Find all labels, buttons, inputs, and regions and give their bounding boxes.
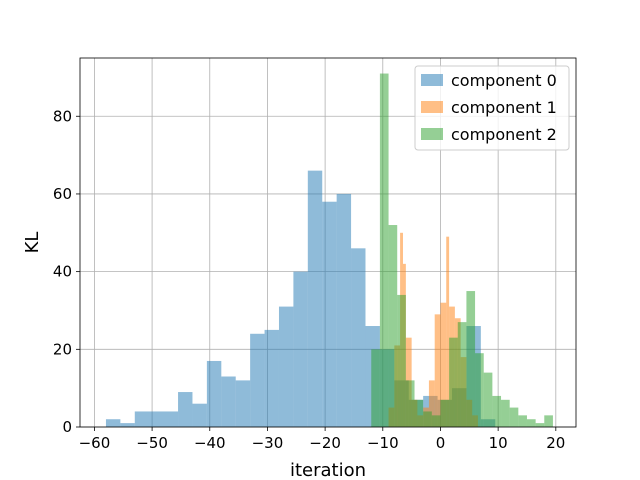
histogram-bar (509, 407, 519, 427)
series-2-bars (371, 73, 553, 428)
histogram-bar (440, 399, 450, 427)
histogram-bar (388, 225, 398, 427)
histogram-bar (221, 376, 236, 427)
legend-swatch (421, 128, 443, 140)
histogram-bar (446, 236, 450, 427)
legend-label: component 1 (451, 98, 557, 117)
y-tick-label: 40 (53, 263, 72, 281)
histogram-bar (526, 419, 536, 427)
histogram-bar (449, 337, 458, 427)
histogram-bar (278, 306, 294, 427)
histogram-bar (206, 360, 222, 427)
histogram-bar (192, 403, 207, 427)
y-tick-label: 60 (53, 185, 72, 203)
histogram-bar (405, 380, 415, 427)
legend-label: component 0 (451, 71, 557, 90)
histogram-bar (120, 423, 135, 427)
y-axis-label: KL (22, 232, 43, 254)
x-tick-label: 20 (546, 434, 565, 452)
x-axis-label: iteration (290, 460, 366, 480)
histogram-bar (235, 380, 251, 427)
x-tick-label: −60 (79, 434, 111, 452)
histogram-bar (105, 419, 121, 427)
histogram-bar (134, 411, 179, 427)
histogram-bar (431, 415, 441, 427)
histogram-bar (457, 322, 467, 427)
legend: component 0 component 1 component 2 (414, 65, 570, 151)
x-axis-ticks: −60 −50 −40 −30 −20 −10 0 10 20 (79, 427, 565, 452)
legend-swatch (421, 101, 443, 113)
histogram-bar (351, 248, 366, 427)
x-tick-label: −10 (367, 434, 399, 452)
x-tick-label: −20 (309, 434, 341, 452)
histogram-bar (428, 380, 435, 427)
histogram-bar (475, 353, 484, 427)
y-tick-label: 20 (53, 340, 72, 358)
histogram-bar (322, 201, 337, 427)
histogram-bar (518, 415, 527, 427)
x-tick-label: −50 (136, 434, 168, 452)
histogram-bar (293, 271, 308, 427)
y-axis-ticks: 0 20 40 60 80 (53, 107, 80, 436)
histogram-bar (250, 333, 265, 427)
histogram-bar (434, 314, 441, 427)
histogram-bar (414, 399, 424, 427)
histogram-bar (379, 73, 389, 428)
legend-box (414, 65, 570, 151)
histogram-bar (440, 302, 447, 427)
x-tick-label: 0 (436, 434, 446, 452)
histogram-bar (492, 395, 502, 427)
histogram-bar (264, 329, 279, 427)
x-tick-label: −30 (252, 434, 284, 452)
histogram-bars (105, 73, 553, 428)
histogram-bar (501, 399, 510, 427)
histogram-bar (483, 372, 493, 427)
histogram-bar (178, 392, 193, 427)
y-tick-label: 80 (53, 107, 72, 125)
plot-frame (79, 57, 577, 428)
histogram-bar (336, 193, 352, 427)
y-tick-label: 0 (62, 418, 72, 436)
x-tick-label: 10 (489, 434, 508, 452)
histogram-bar (535, 423, 545, 427)
histogram-bar (307, 170, 323, 428)
histogram-bar (371, 349, 380, 427)
x-tick-label: −40 (194, 434, 226, 452)
legend-swatch (421, 74, 443, 86)
histogram-bar (423, 411, 432, 427)
legend-label: component 2 (451, 125, 557, 144)
histogram-bar (397, 294, 406, 427)
histogram-bar (466, 291, 476, 427)
histogram-bar (544, 415, 553, 427)
